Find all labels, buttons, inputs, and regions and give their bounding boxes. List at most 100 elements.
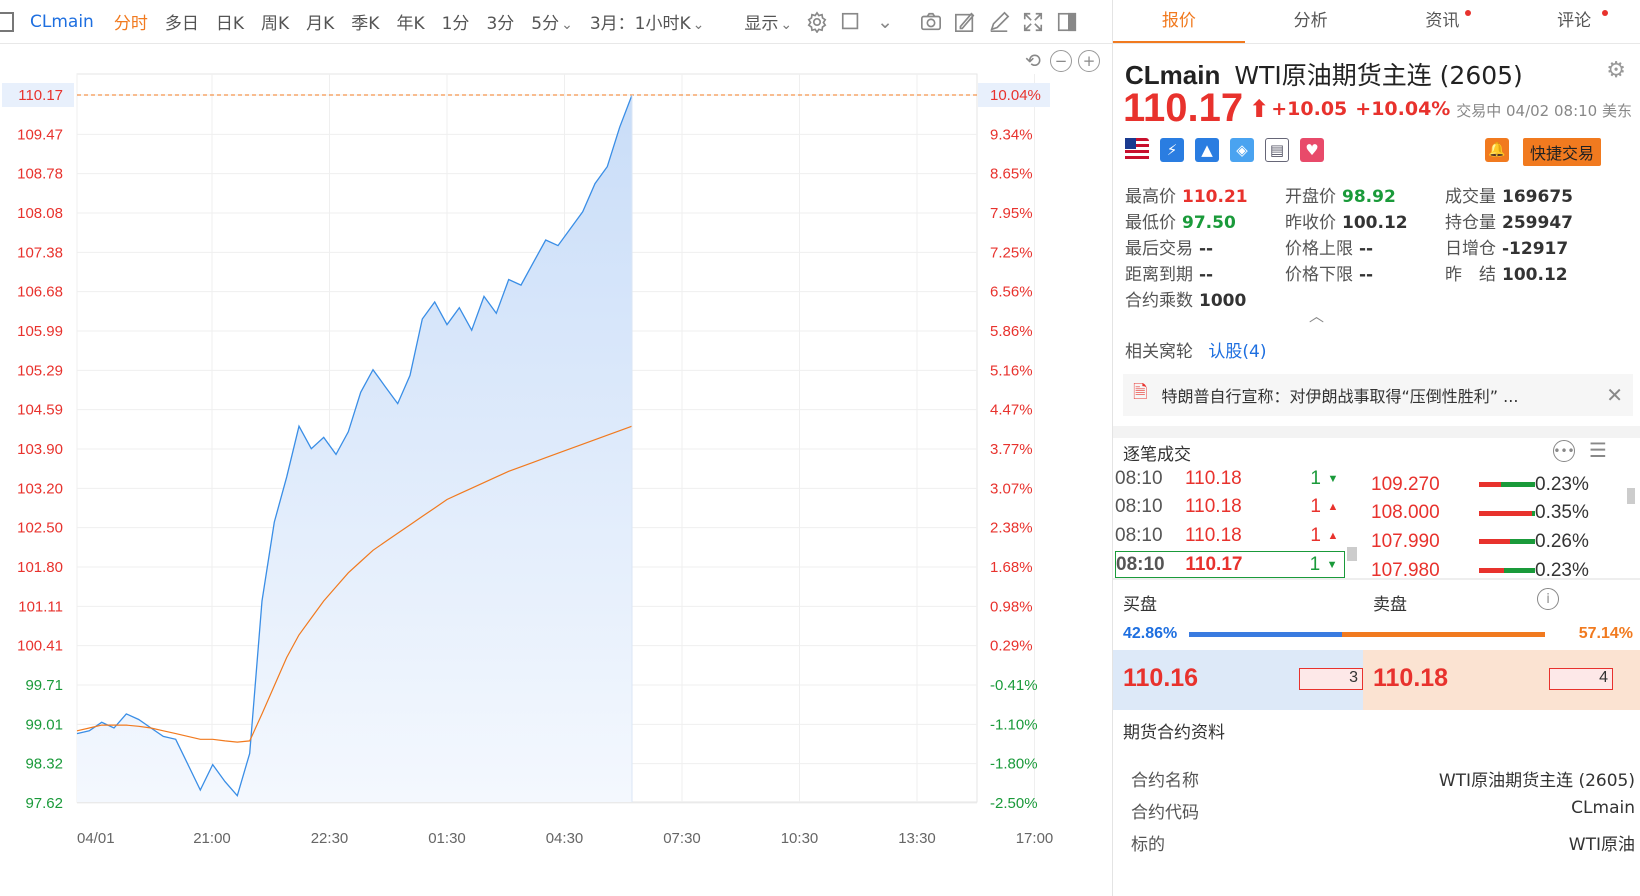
distribution-pct: 0.26% [1535,530,1589,552]
intraday-chart[interactable]: 110.17 109.47 108.78 108.08 107.38 106.68 105.… [0,44,1112,896]
symbol-selector[interactable]: CLmain [30,11,94,32]
y-tick-label-left: 101.11 [18,598,63,615]
news-headline[interactable]: 特朗普自行宣称：对伊朗战事取得“压倒性胜利” ... [1161,387,1519,406]
tab-label: 分析 [1293,11,1328,31]
fullscreen-icon[interactable] [1022,11,1044,33]
bookmark-icon[interactable]: ▤ [1265,138,1289,162]
tab-quote[interactable]: 报价 [1113,0,1245,43]
zoom-out-icon[interactable]: − [1050,50,1072,72]
quick-trade-button[interactable]: 快捷交易 [1523,138,1602,166]
chart-toolbar: CLmain 分时 多日 日K 周K 月K 季K 年K 1分 3分 5分 3月：… [0,0,1112,44]
stat-value: -- [1199,265,1214,285]
display-menu[interactable]: 显示 [744,9,792,34]
y-tick-label-right: 5.16% [990,362,1033,379]
tab-weekly-k[interactable]: 周K [260,14,290,34]
camera-icon[interactable] [920,11,942,33]
last-price: 110.17 [1123,86,1244,130]
chart-zoom-controls: ⟲ − + [1022,50,1100,72]
stat-label: 昨 结 [1445,265,1496,285]
zoom-in-icon[interactable]: + [1078,50,1100,72]
y-tick-label-left: 101.80 [17,559,63,576]
list-icon[interactable]: ☰ [1589,438,1607,462]
tab-1min[interactable]: 1分 [441,14,470,34]
stat-value: 98.92 [1342,187,1396,207]
distribution-price: 108.000 [1371,502,1440,524]
tab-news[interactable]: 资讯 [1377,0,1509,43]
tab-yearly-k[interactable]: 年K [396,14,425,34]
tab-comments[interactable]: 评论 [1508,0,1640,43]
tab-monthly-k[interactable]: 月K [306,14,335,34]
tab-daily-k[interactable]: 日K [215,14,244,34]
y-tick-label-right: -1.80% [990,756,1038,773]
trade-row[interactable]: 08:10 110.17 1 ▼ [1115,551,1345,579]
trade-time: 08:10 [1115,496,1163,518]
distribution-pct: 0.35% [1535,502,1589,524]
bar-buy [1501,482,1535,487]
contract-row: 标的 WTI原油 [1131,830,1635,855]
bell-icon[interactable]: 🔔 [1485,138,1509,162]
bid-ratio-pct: 42.86% [1123,625,1178,642]
chevron-up-icon[interactable]: ︿ [1309,307,1325,325]
pen-icon[interactable] [988,11,1010,33]
stat-label: 开盘价 [1285,187,1336,207]
chart-up-icon[interactable]: ▲ [1195,138,1219,162]
tab-quarterly-k[interactable]: 季K [351,14,380,34]
trade-qty: 1 [1310,467,1321,489]
tab-5min-dropdown[interactable]: 5分 [531,9,573,34]
sidebar-toggle-icon[interactable] [0,11,14,32]
price-line [76,94,633,798]
distribution-bar [1479,482,1535,487]
quote-panel: 报价 分析 资讯 评论 CLmain WTI原油期货主连 (2605) ⚙ 11… [1112,0,1640,896]
chart-canvas[interactable]: 110.17 109.47 108.78 108.08 107.38 106.68 105.… [0,44,1112,896]
info-icon[interactable]: i [1537,588,1559,610]
stat-limit-down: 价格下限 -- [1285,260,1373,285]
bar-sell [1479,568,1505,574]
trade-status: 交易中 04/02 08:10 美东 [1456,102,1632,120]
y-tick-label-right: -1.10% [990,716,1038,733]
y-tick-label-right: 0.29% [990,638,1033,655]
more-icon[interactable]: ••• [1553,440,1575,462]
x-tick-label: 04/01 [77,830,115,847]
close-icon[interactable]: ✕ [1606,383,1623,407]
reset-icon[interactable]: ⟲ [1025,50,1041,72]
panel-toggle-icon[interactable] [1056,11,1078,33]
trade-row[interactable]: 08:10 110.18 1 ▲ [1115,522,1345,549]
bid-ask-ratio: 42.86% 57.14% [1123,625,1633,643]
stat-value: -- [1359,239,1374,259]
y-tick-label-left: 98.32 [25,756,63,773]
trade-price: 110.18 [1185,467,1242,489]
tab-3min[interactable]: 3分 [486,14,515,34]
settings-gear-icon[interactable]: ⚙ [1606,58,1626,83]
bar-sell [1479,510,1533,516]
scrollbar-thumb[interactable] [1347,547,1357,561]
trade-row[interactable]: 08:10 110.18 1 ▼ [1115,465,1345,492]
ask-level[interactable]: 110.18 4 [1363,650,1640,710]
scrollbar-thumb[interactable] [1627,488,1635,504]
contract-key: 合约代码 [1131,803,1199,823]
y-tick-label-left: 107.38 [17,244,63,261]
stat-value: 1000 [1199,291,1247,311]
contract-value: WTI原油 [1568,835,1635,855]
bid-price: 110.16 [1123,664,1199,692]
square-icon[interactable] [840,11,862,33]
distribution-pct: 0.23% [1535,473,1589,495]
period-select[interactable]: 3月：1小时K [590,9,705,34]
trade-price: 110.17 [1185,553,1243,575]
tab-analysis[interactable]: 分析 [1245,0,1377,43]
draw-icon[interactable] [954,11,976,33]
tag-icon[interactable]: ◈ [1230,138,1254,162]
tab-intraday[interactable]: 分时 [113,14,148,34]
trade-time: 08:10 [1116,553,1165,575]
bid-level[interactable]: 110.16 3 [1113,650,1363,710]
heart-icon[interactable]: ♥ [1300,138,1324,162]
tab-multiday[interactable]: 多日 [164,14,199,34]
news-banner[interactable]: 🗎 特朗普自行宣称：对伊朗战事取得“压倒性胜利” ... ✕ [1123,374,1633,416]
stat-label: 最低价 [1125,213,1176,233]
y-tick-label-left: 103.90 [17,441,63,458]
chevron-down-icon[interactable]: ⌄ [877,10,894,33]
warrants-link[interactable]: 认股(4) [1208,342,1267,362]
trade-row[interactable]: 08:10 110.18 1 ▲ [1115,494,1345,521]
stat-label: 成交量 [1445,187,1496,207]
lightning-icon[interactable]: ⚡ [1160,138,1184,162]
gear-icon[interactable] [806,10,828,33]
